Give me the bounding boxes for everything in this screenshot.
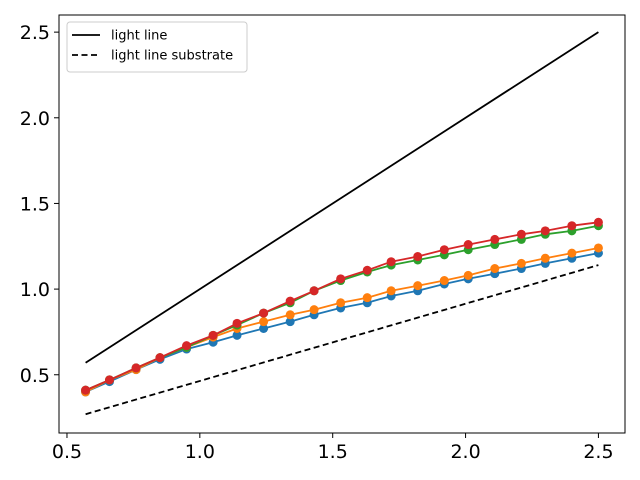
x-tick-label: 1.0 — [185, 441, 215, 463]
series-line-2 — [85, 264, 599, 416]
data-point-series-6 — [259, 308, 269, 318]
data-point-series-6 — [336, 274, 346, 284]
data-point-series-4 — [463, 270, 473, 280]
data-point-series-4 — [593, 243, 603, 253]
x-tick-label: 1.5 — [318, 441, 348, 463]
data-point-series-4 — [439, 276, 449, 286]
data-point-series-4 — [285, 310, 295, 320]
data-point-series-6 — [81, 385, 91, 395]
data-point-series-3 — [285, 317, 295, 327]
legend-box — [66, 21, 248, 73]
data-point-series-4 — [259, 317, 269, 327]
x-tick-label: 2.0 — [450, 441, 480, 463]
series-line-1 — [85, 31, 599, 364]
data-point-series-6 — [593, 217, 603, 227]
data-point-series-4 — [413, 281, 423, 291]
data-point-series-6 — [285, 296, 295, 306]
data-point-series-6 — [131, 363, 141, 373]
legend: light line light line substrate — [66, 21, 248, 73]
data-point-series-4 — [567, 248, 577, 258]
data-point-series-6 — [413, 252, 423, 262]
data-point-series-6 — [540, 226, 550, 236]
data-point-series-6 — [309, 286, 319, 296]
y-tick-label: 1.0 — [20, 279, 50, 301]
data-point-series-6 — [463, 240, 473, 250]
data-point-series-4 — [490, 264, 500, 274]
data-point-series-6 — [386, 257, 396, 267]
data-point-series-6 — [208, 330, 218, 340]
plot-frame — [58, 14, 626, 434]
x-tick-label: 0.5 — [52, 441, 82, 463]
y-tick-label: 2.0 — [20, 108, 50, 130]
axes-layer: 0.5 1.0 1.5 2.0 2.5 0.5 1.0 1.5 2.0 2.5 — [20, 22, 614, 463]
x-tick-label: 2.5 — [583, 441, 613, 463]
data-point-series-6 — [232, 318, 242, 328]
data-point-series-4 — [336, 298, 346, 308]
y-tick-label: 1.5 — [20, 193, 50, 215]
data-point-series-6 — [490, 234, 500, 244]
data-point-series-3 — [259, 324, 269, 333]
y-tick-label: 0.5 — [20, 365, 50, 387]
data-point-series-4 — [309, 305, 319, 315]
data-point-series-3 — [232, 330, 242, 340]
data-point-series-6 — [516, 229, 526, 239]
data-point-series-4 — [516, 258, 526, 268]
data-point-series-4 — [362, 293, 372, 303]
data-point-series-6 — [362, 265, 372, 275]
data-point-series-4 — [386, 286, 396, 296]
series-layer — [81, 31, 603, 416]
legend-entry-label: light line — [111, 29, 167, 44]
data-point-series-6 — [155, 353, 165, 363]
data-point-series-6 — [104, 375, 114, 385]
data-point-series-4 — [540, 253, 550, 263]
legend-entry-label: light line substrate — [111, 49, 233, 64]
data-point-series-6 — [567, 221, 577, 231]
y-tick-label: 2.5 — [20, 22, 50, 44]
plot-background — [59, 15, 625, 433]
data-point-series-6 — [182, 341, 192, 351]
data-point-series-6 — [439, 245, 449, 255]
